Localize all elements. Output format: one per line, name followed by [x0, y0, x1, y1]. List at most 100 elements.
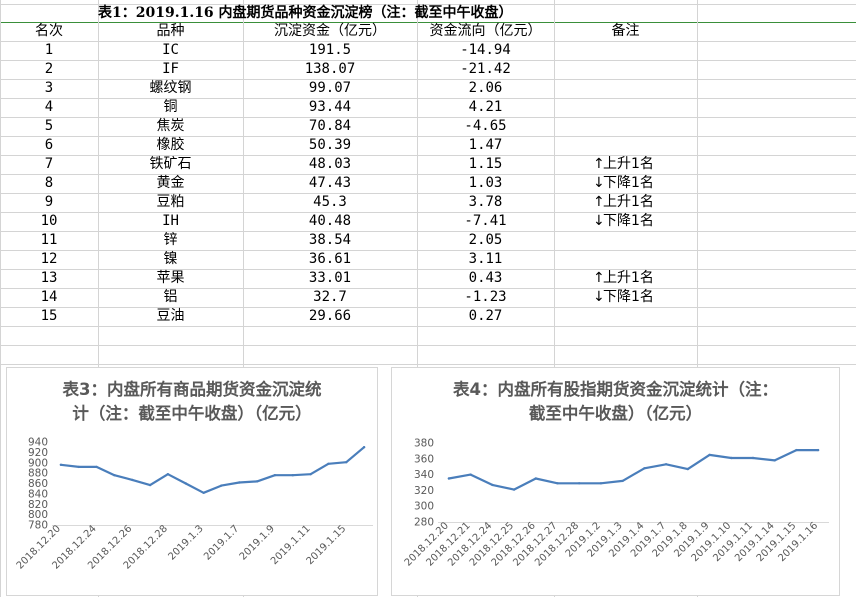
chart-title: 表3：内盘所有商品期货资金沉淀统 计（注：截至中午收盘）（亿元） — [7, 378, 377, 426]
capital-cell: 38.54 — [308, 232, 352, 248]
y-tick-label: 380 — [414, 438, 434, 450]
capital-cell: 47.43 — [308, 175, 352, 191]
note-cell: ↓下降1名 — [593, 212, 654, 231]
note-text: 上升1名 — [603, 156, 654, 172]
rank-cell: 12 — [40, 251, 58, 267]
y-tick-label: 300 — [414, 501, 434, 513]
flow-cell: 0.43 — [468, 270, 503, 286]
rank-cell: 6 — [44, 137, 54, 153]
capital-cell: 191.5 — [308, 42, 352, 58]
rank-cell: 5 — [44, 118, 54, 134]
rank-cell: 11 — [40, 232, 58, 248]
data-point — [113, 474, 116, 477]
capital-cell: 50.39 — [308, 137, 352, 153]
flow-cell: 0.27 — [468, 308, 503, 324]
data-point — [95, 465, 98, 469]
data-point — [578, 482, 581, 485]
flow-cell: 1.47 — [468, 137, 503, 153]
y-tick-label: 280 — [414, 517, 434, 529]
y-tick-label: 340 — [414, 469, 434, 481]
capital-cell: 45.3 — [313, 194, 347, 210]
capital-cell: 40.48 — [308, 213, 352, 229]
y-tick-label: 940 — [28, 437, 48, 449]
rank-cell: 13 — [40, 270, 58, 286]
contract-cell: IF — [162, 61, 179, 77]
note-cell: ↓下降1名 — [593, 288, 654, 307]
y-tick-label: 840 — [28, 488, 48, 500]
data-point — [686, 467, 689, 471]
chart-title-line-2: 截至中午收盘）（亿元） — [528, 404, 703, 423]
rank-cell: 3 — [44, 80, 54, 96]
flow-cell: 2.05 — [468, 232, 503, 248]
data-point — [512, 488, 516, 491]
data-point — [643, 467, 646, 470]
data-point — [599, 482, 603, 485]
contract-cell: 豆粕 — [156, 194, 185, 210]
data-point — [220, 484, 223, 487]
index-futures-chart[interactable]: 表4：内盘所有股指期货资金沉淀统计（注： 截至中午收盘）（亿元） 280 300 3… — [391, 367, 840, 596]
arrow-up-icon: ↑ — [593, 156, 605, 172]
rank-cell: 7 — [44, 156, 54, 172]
data-point — [795, 448, 798, 452]
note-text: 上升1名 — [603, 194, 654, 210]
data-point — [255, 480, 259, 483]
header-name: 品种 — [156, 23, 185, 39]
contract-cell: 铝 — [163, 289, 178, 305]
note-text: 下降1名 — [603, 175, 654, 191]
rank-cell: 9 — [44, 194, 54, 210]
header-capital: 沉淀资金（亿元） — [274, 23, 386, 39]
flow-cell: 4.21 — [468, 99, 503, 115]
table-title: 表1：2019.1.16 内盘期货品种资金沉淀榜（注：截至中午收盘） — [98, 5, 513, 21]
chart-title-line-1: 表4：内盘所有股指期货资金沉淀统计（注： — [453, 380, 778, 399]
note-text: 上升1名 — [603, 270, 654, 286]
x-tick-label: 2019.1.3 — [166, 523, 205, 562]
arrow-down-icon: ↓ — [593, 289, 605, 305]
contract-cell: 苹果 — [156, 270, 185, 286]
arrow-up-icon: ↑ — [593, 270, 605, 286]
data-point — [534, 477, 537, 480]
data-point — [773, 459, 776, 462]
data-point — [148, 483, 152, 487]
data-point — [708, 453, 711, 457]
header-note: 备注 — [611, 23, 640, 39]
rank-cell: 8 — [44, 175, 54, 191]
flow-cell: 1.03 — [468, 175, 503, 191]
note-cell: ↓下降1名 — [593, 174, 654, 193]
commodity-futures-chart[interactable]: 表3：内盘所有商品期货资金沉淀统 计（注：截至中午收盘）（亿元） 780 800 8… — [6, 367, 378, 596]
chart-title-line-1: 表3：内盘所有商品期货资金沉淀统 — [62, 380, 322, 399]
capital-cell: 99.07 — [308, 80, 352, 96]
flow-cell: -21.42 — [460, 61, 511, 77]
arrow-down-icon: ↓ — [593, 213, 605, 229]
note-cell: ↑上升1名 — [593, 193, 654, 212]
contract-cell: IH — [162, 213, 179, 229]
capital-cell: 33.01 — [308, 270, 352, 286]
y-tick-label: 920 — [28, 447, 48, 459]
data-point — [447, 477, 451, 480]
contract-cell: 豆油 — [156, 308, 185, 324]
x-tick-label: 2019.1.7 — [202, 523, 241, 562]
y-tick-label: 880 — [28, 468, 48, 480]
flow-cell: 3.11 — [468, 251, 503, 267]
data-point — [273, 474, 277, 477]
data-point — [345, 461, 348, 464]
index-line-plot: 2803003203403603802018.12.202018.12.2120… — [403, 438, 829, 569]
contract-cell: 铜 — [163, 99, 178, 115]
capital-cell: 93.44 — [308, 99, 352, 115]
y-tick-label: 780 — [28, 520, 48, 532]
data-point — [751, 456, 755, 460]
data-point — [816, 448, 820, 452]
rank-cell: 10 — [40, 213, 58, 229]
commodity-line-plot: 7808008208408608809009209402018.12.20201… — [15, 437, 373, 572]
header-rank: 名次 — [35, 23, 63, 39]
data-point — [291, 474, 294, 477]
flow-cell: -7.41 — [464, 213, 507, 229]
capital-cell: 138.07 — [304, 61, 356, 77]
data-point — [730, 456, 733, 460]
y-tick-label: 820 — [28, 499, 48, 511]
data-point — [166, 473, 170, 476]
note-text: 下降1名 — [603, 289, 654, 305]
data-point — [59, 463, 63, 466]
data-point — [309, 473, 312, 476]
flow-cell: -4.65 — [464, 118, 507, 134]
